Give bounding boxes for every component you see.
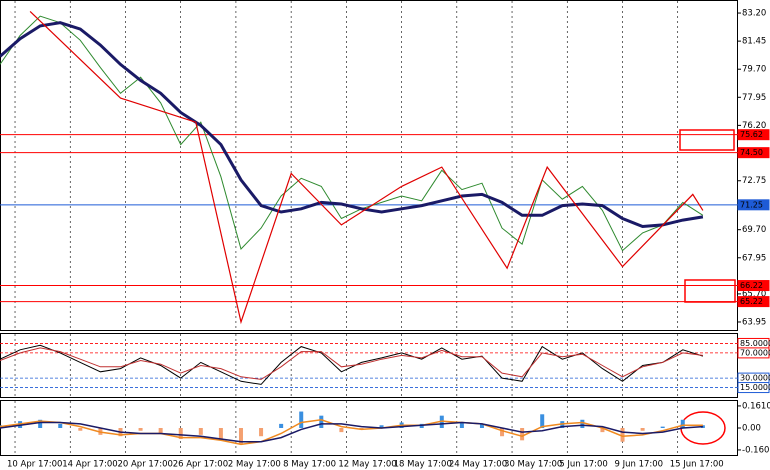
- histogram-bar: [520, 428, 525, 441]
- price-line: [0, 419, 703, 446]
- histogram-bar: [540, 414, 545, 428]
- level-label-box: [737, 129, 770, 141]
- histogram-bar: [238, 428, 243, 445]
- level-label: 66.22: [740, 281, 763, 290]
- histogram-bar: [38, 419, 43, 428]
- histogram-bar: [479, 423, 484, 428]
- x-tick-label: 14 Apr 17:00: [62, 460, 117, 470]
- level-label: 71.25: [740, 200, 763, 209]
- level-label: 74.50: [740, 148, 763, 157]
- y-tick-label: 65.70: [742, 289, 766, 299]
- histogram-bar: [158, 428, 163, 434]
- y-tick-label: 63.95: [742, 317, 766, 327]
- level-label-box: [737, 382, 770, 394]
- histogram-bar: [640, 428, 645, 431]
- level-label-box: [737, 296, 770, 308]
- histogram-bar: [299, 411, 304, 428]
- x-tick-label: 8 May 17:00: [283, 460, 336, 470]
- histogram-bar: [580, 419, 585, 428]
- histogram-bar: [620, 428, 625, 442]
- level-label: 70.0000: [740, 348, 770, 357]
- level-label-box: [737, 347, 770, 359]
- histogram-bar: [339, 428, 344, 433]
- x-tick-label: 10 Apr 17:00: [7, 460, 62, 470]
- histogram-bar: [680, 419, 685, 428]
- histogram-bar: [379, 425, 384, 428]
- level-label: 65.22: [740, 297, 763, 306]
- y-tick-label: -0.1601: [742, 445, 770, 455]
- histogram-bar: [138, 428, 143, 431]
- price-line: [0, 15, 704, 252]
- price-line: [0, 21, 704, 229]
- histogram-bar: [218, 428, 223, 441]
- level-label-box: [737, 280, 770, 292]
- level-label-box: [737, 147, 770, 159]
- y-tick-label: 83.20: [742, 9, 766, 19]
- y-tick-label: 0.1610: [742, 401, 770, 411]
- x-tick-label: 9 Jun 17:00: [614, 460, 663, 470]
- x-tick-label: 20 Apr 17:00: [117, 460, 172, 470]
- level-label: 15.0000: [740, 383, 770, 392]
- histogram-bar: [279, 423, 284, 428]
- histogram-bar: [58, 423, 63, 428]
- oscillator-panel: [0, 333, 738, 398]
- x-tick-label: 30 May 17:00: [504, 460, 562, 470]
- x-tick-label: 12 May 17:00: [338, 460, 396, 470]
- histogram-bar: [259, 428, 264, 437]
- y-tick-label: 76.20: [742, 121, 766, 131]
- y-tick-label: 0.00: [742, 424, 761, 434]
- level-label: 85.0000: [740, 339, 770, 348]
- y-tick-label: 67.95: [742, 253, 766, 263]
- x-tick-label: 15 Jun 17:00: [670, 460, 724, 470]
- main-panel: [0, 0, 738, 331]
- histogram-bar: [459, 422, 464, 428]
- x-tick-label: 26 Apr 17:00: [173, 460, 228, 470]
- x-tick-label: 24 May 17:00: [449, 460, 507, 470]
- histogram-bar: [500, 428, 505, 437]
- histogram-bar: [78, 428, 83, 431]
- target-box: [679, 129, 735, 151]
- histogram-bar: [660, 426, 665, 428]
- histogram-bar: [319, 415, 324, 428]
- price-line: [0, 347, 703, 380]
- y-tick-label: 81.45: [742, 37, 766, 47]
- level-label: 30.0000: [740, 374, 770, 383]
- x-tick-label: 5 Jun 17:00: [559, 460, 608, 470]
- level-label-box: [737, 199, 770, 211]
- y-tick-label: 69.70: [742, 225, 766, 235]
- y-tick-label: 77.95: [742, 93, 766, 103]
- y-tick-label: 79.70: [742, 65, 766, 75]
- x-tick-label: 18 May 17:00: [394, 460, 452, 470]
- histogram-bar: [198, 428, 203, 435]
- price-line: [29, 10, 704, 325]
- x-tick-label: 2 May 17:00: [228, 460, 281, 470]
- level-label: 75.62: [740, 130, 763, 139]
- y-tick-label: 72.75: [742, 176, 766, 186]
- histogram-bar: [178, 428, 183, 439]
- price-line: [0, 421, 703, 443]
- histogram-bar: [600, 428, 605, 433]
